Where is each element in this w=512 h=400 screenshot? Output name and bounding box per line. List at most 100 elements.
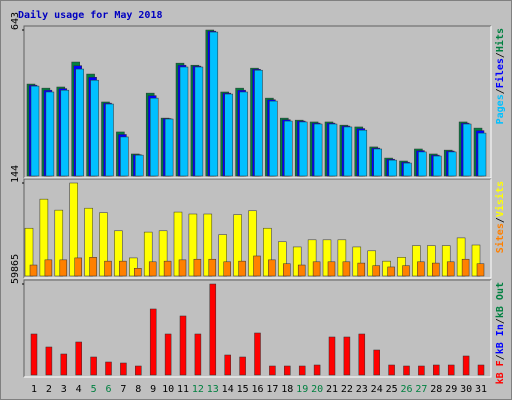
- x-tick-label: 13: [207, 384, 219, 395]
- x-tick-label: 5: [91, 384, 97, 395]
- bar: [179, 315, 187, 376]
- bar: [239, 91, 248, 177]
- bar: [203, 213, 213, 277]
- bar: [388, 159, 397, 177]
- legend-separator: /: [495, 354, 506, 360]
- legend-separator: /: [495, 318, 506, 324]
- x-tick-label: 18: [281, 384, 293, 395]
- x-tick-label: 2: [46, 384, 52, 395]
- x-tick-label: 31: [475, 384, 487, 395]
- bar: [327, 261, 336, 277]
- bar: [254, 69, 263, 177]
- bar: [432, 262, 440, 277]
- bar: [75, 341, 82, 376]
- bar: [69, 182, 78, 277]
- legend-entry: kB In: [495, 324, 506, 354]
- bar: [461, 258, 470, 277]
- bar: [119, 260, 127, 277]
- x-tick-label: 1: [31, 384, 37, 395]
- bar: [402, 265, 410, 277]
- x-tick-label: 14: [222, 384, 234, 395]
- bar: [269, 100, 278, 177]
- bar: [224, 354, 231, 376]
- legend: Pages/Files/Hits: [494, 28, 506, 124]
- bar: [90, 356, 97, 376]
- x-tick-label: 19: [296, 384, 308, 395]
- legend: Sites/Visits: [494, 181, 506, 253]
- bar: [358, 333, 366, 376]
- bar: [149, 308, 157, 376]
- y-tick-label: 643: [10, 12, 21, 30]
- bar: [372, 265, 380, 277]
- panel-bevel-light: [24, 179, 492, 279]
- bar: [297, 264, 306, 277]
- bar: [357, 262, 366, 277]
- x-tick-label: 15: [237, 384, 249, 395]
- bar: [278, 241, 287, 277]
- bar: [456, 237, 466, 277]
- bar: [313, 123, 323, 177]
- x-tick-label: 30: [460, 384, 472, 395]
- x-tick-label: 21: [326, 384, 338, 395]
- bar: [99, 212, 108, 277]
- x-tick-label: 10: [162, 384, 174, 395]
- x-tick-label: 26: [400, 384, 412, 395]
- bar: [477, 132, 487, 177]
- bar: [135, 365, 142, 376]
- legend-entry: kB F: [495, 360, 506, 384]
- bar: [105, 103, 114, 177]
- legend: kB F/kB In/kB Out: [495, 282, 506, 384]
- bar: [298, 365, 306, 376]
- panel-bevel-dark: [23, 178, 491, 278]
- bar: [433, 155, 442, 177]
- legend-separator: /: [495, 52, 506, 58]
- bar: [447, 151, 457, 177]
- bar: [45, 346, 53, 376]
- bar: [312, 261, 321, 277]
- bar: [164, 118, 174, 177]
- bar: [268, 259, 276, 277]
- bar: [284, 120, 293, 177]
- legend-entry: kB Out: [495, 282, 506, 318]
- bar: [209, 283, 217, 376]
- chart-title: Daily usage for May 2018: [18, 9, 163, 21]
- x-tick-label: 4: [76, 384, 82, 395]
- bar: [74, 257, 82, 277]
- bar: [433, 364, 440, 376]
- bar: [462, 123, 472, 177]
- x-tick-label: 29: [445, 384, 457, 395]
- legend-entry: Visits: [494, 181, 506, 217]
- bar: [387, 266, 395, 277]
- legend-separator: /: [495, 217, 506, 223]
- bar: [188, 213, 198, 277]
- x-tick-label: 16: [251, 384, 263, 395]
- bar: [114, 230, 123, 277]
- bar: [471, 244, 481, 277]
- bar: [254, 332, 261, 376]
- bar: [427, 245, 436, 277]
- bar: [208, 258, 217, 277]
- bar: [148, 261, 157, 277]
- bar: [441, 245, 451, 277]
- bar: [418, 365, 425, 376]
- x-tick-label: 7: [120, 384, 126, 395]
- bar: [373, 349, 380, 376]
- bar: [342, 261, 351, 277]
- bar: [462, 355, 470, 376]
- bar: [54, 209, 64, 277]
- bar: [446, 261, 455, 277]
- legend-separator: /: [495, 88, 506, 94]
- y-tick-label: 144: [10, 165, 21, 183]
- bar: [352, 246, 362, 277]
- panel-bevel-light: [24, 280, 492, 378]
- bar: [412, 245, 421, 277]
- bar: [239, 356, 246, 376]
- bar: [322, 239, 332, 277]
- x-tick-label: 23: [356, 384, 368, 395]
- bar: [253, 255, 261, 277]
- bar: [173, 211, 183, 277]
- bar: [129, 257, 138, 277]
- bar: [328, 123, 338, 177]
- panel-bevel-dark: [23, 279, 491, 377]
- bar: [105, 361, 112, 376]
